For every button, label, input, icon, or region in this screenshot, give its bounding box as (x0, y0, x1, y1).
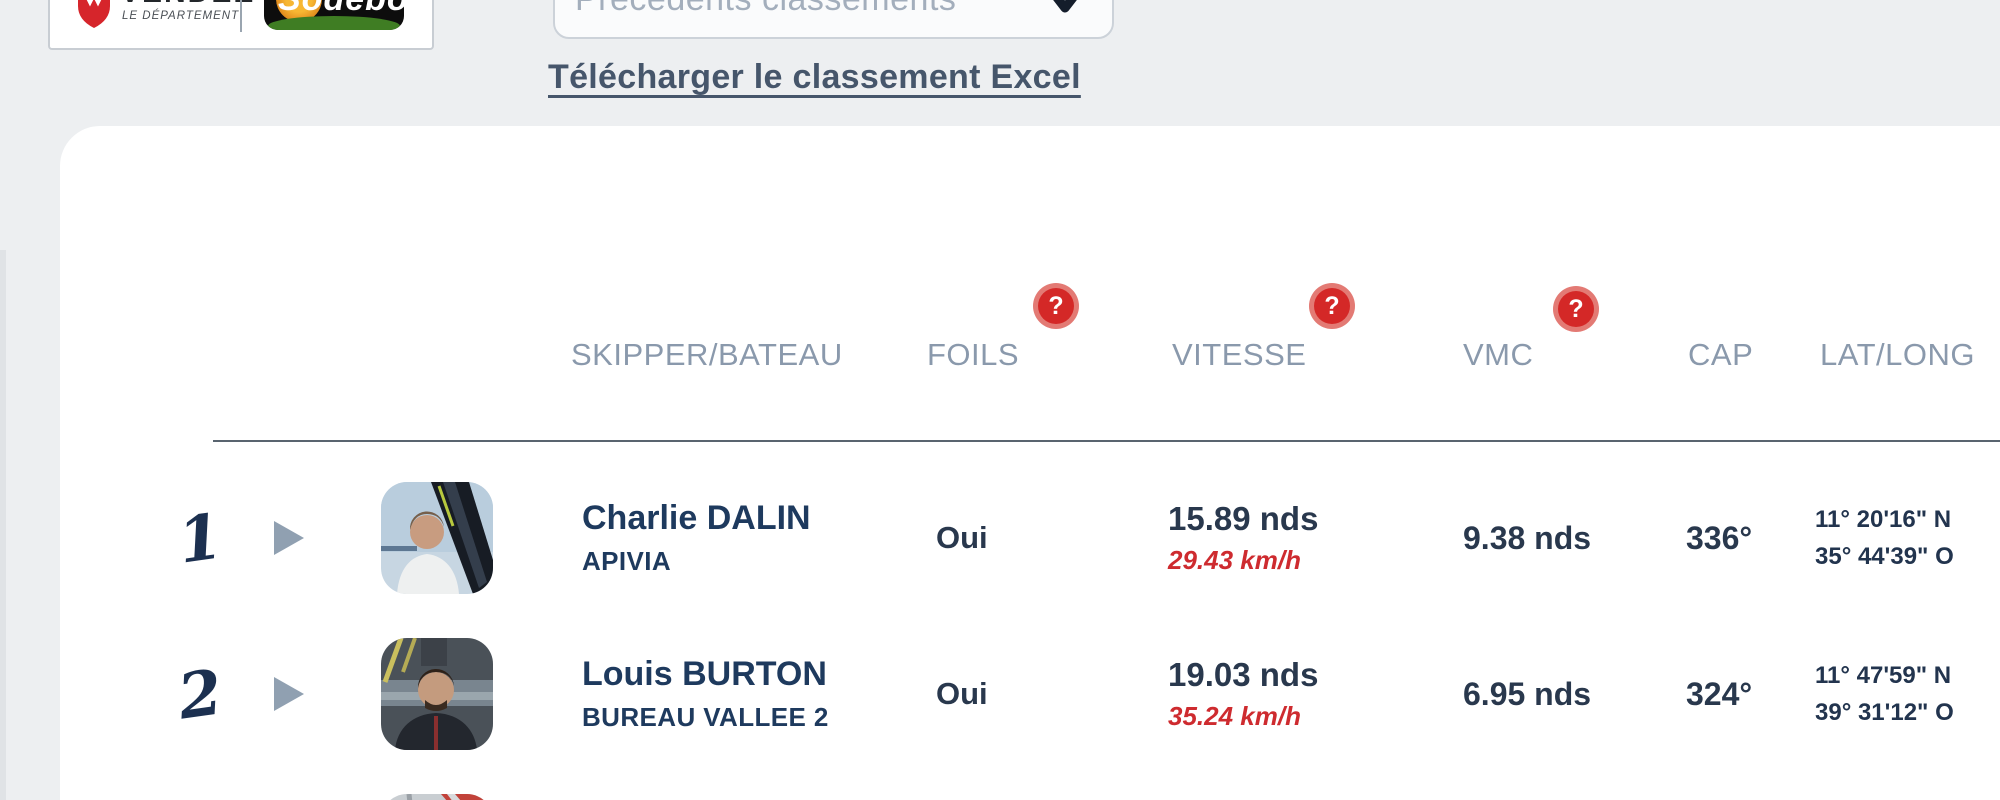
download-excel-link[interactable]: Télécharger le classement Excel (548, 58, 1081, 96)
table-row: 2 Louis BURTON BUREAU VALLEE 2 Oui 19.03… (60, 619, 2000, 769)
lat-long-cell: 7° 40'58" N 32° 37'40" O (1815, 775, 1954, 800)
skipper-photo (381, 482, 493, 594)
lat-long-cell: 11° 20'16" N 35° 44'39" O (1815, 463, 1954, 613)
table-row: 3 Damien SEGUIN GROUPE APICIL Non 13.68 … (60, 775, 2000, 800)
ranking-table-card: SKIPPER/BATEAU FOILS VITESSE VMC CAP LAT… (60, 126, 2000, 800)
sponsor-logo-box: VENDÉE LE DÉPARTEMENT Sodebo (48, 0, 434, 50)
table-header-divider (213, 440, 2000, 442)
foils-value: Non (936, 775, 996, 800)
chevron-down-icon (1053, 0, 1077, 13)
column-header-vmc: VMC (1463, 337, 1534, 372)
lat-long-cell: 11° 47'59" N 39° 31'12" O (1815, 619, 1954, 769)
column-header-skipper-bateau: SKIPPER/BATEAU (571, 337, 843, 372)
sodebo-logo-text: Sodebo (278, 0, 404, 19)
vitesse-cell: 19.03 nds 35.24 km/h (1168, 619, 1318, 769)
latitude-value: 11° 20'16" N (1815, 506, 1952, 533)
previous-rankings-select-value: Précédents classements (575, 0, 956, 19)
skipper-bateau-cell: Charlie DALIN APIVIA (582, 463, 922, 613)
skipper-name: Charlie DALIN (582, 499, 811, 537)
column-header-lat-long: LAT/LONG (1820, 337, 1976, 372)
column-header-cap: CAP (1688, 337, 1754, 372)
skipper-photo (381, 794, 493, 800)
vitesse-cell: 13.68 nds 25.34 km/h (1168, 775, 1318, 800)
vmc-value: 9.38 nds (1463, 519, 1592, 556)
vmc-value: 10.46 nds (1463, 775, 1609, 800)
previous-rankings-select[interactable]: Précédents classements (553, 0, 1114, 39)
foils-help-icon[interactable]: ? (1038, 288, 1074, 324)
vendee-logo-icon[interactable] (76, 0, 112, 28)
play-triangle-icon (274, 677, 304, 711)
cap-value: 324° (1686, 675, 1753, 712)
boat-name: APIVIA (582, 546, 672, 576)
speed-knots: 15.89 nds (1168, 500, 1319, 537)
skipper-bateau-cell: Louis BURTON BUREAU VALLEE 2 (582, 619, 922, 769)
expand-row-button[interactable] (274, 463, 304, 613)
column-header-vitesse: VITESSE (1172, 337, 1307, 372)
foils-value: Oui (936, 676, 988, 711)
cap-value: 345° (1686, 775, 1752, 800)
play-triangle-icon (274, 521, 304, 555)
cap-value: 336° (1686, 519, 1753, 556)
vmc-help-icon[interactable]: ? (1558, 291, 1594, 327)
latitude-value: 11° 47'59" N (1815, 662, 1952, 689)
skipper-photo (381, 638, 493, 750)
foils-value: Oui (936, 520, 988, 555)
vitesse-help-icon[interactable]: ? (1314, 288, 1350, 324)
speed-kmh: 29.43 km/h (1168, 545, 1301, 575)
page-edge-strip (0, 250, 6, 800)
expand-row-button[interactable] (274, 619, 304, 769)
table-row: 1 Charlie DALIN APIVIA Oui 15.89 nds 29.… (60, 463, 2000, 613)
vendee-logo-subtext: LE DÉPARTEMENT (122, 10, 240, 22)
skipper-bateau-cell: Damien SEGUIN GROUPE APICIL (582, 775, 922, 800)
vitesse-cell: 15.89 nds 29.43 km/h (1168, 463, 1318, 613)
longitude-value: 39° 31'12" O (1815, 699, 1954, 726)
sodebo-grass-shape (268, 16, 400, 30)
rank-number: 1 (173, 498, 227, 578)
speed-kmh: 35.24 km/h (1168, 701, 1301, 731)
column-header-foils: FOILS (927, 337, 1020, 372)
sodebo-logo[interactable]: Sodebo (264, 0, 404, 30)
logo-separator (240, 0, 242, 32)
expand-row-button[interactable] (274, 775, 304, 800)
skipper-name: Louis BURTON (582, 655, 827, 693)
speed-knots: 19.03 nds (1168, 656, 1319, 693)
boat-name: BUREAU VALLEE 2 (582, 702, 829, 732)
vendee-logo-text[interactable]: VENDÉE (120, 0, 255, 10)
vmc-value: 6.95 nds (1463, 675, 1592, 712)
rank-number: 2 (173, 654, 227, 734)
longitude-value: 35° 44'39" O (1815, 543, 1954, 570)
